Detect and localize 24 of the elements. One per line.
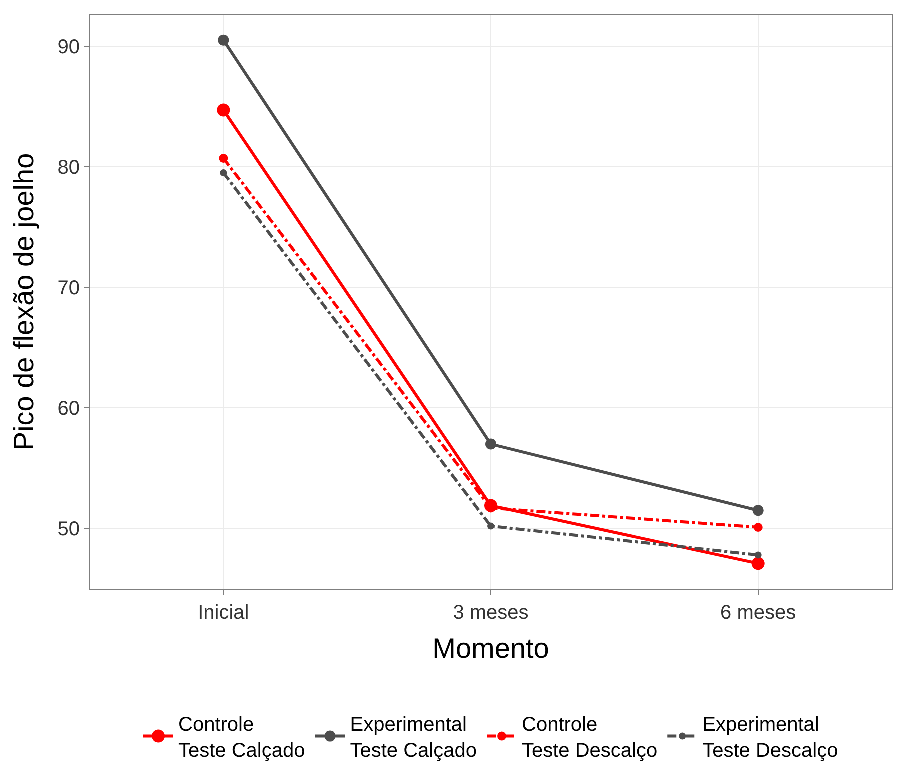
point — [754, 523, 763, 532]
x-tick-label: 3 meses — [453, 602, 529, 624]
point — [752, 557, 765, 570]
legend-label: Experimental Teste Calçado — [350, 714, 477, 762]
y-axis-title: Pico de flexão de joelho — [8, 153, 40, 451]
y-tick-label: 70 — [58, 278, 80, 300]
point — [217, 104, 230, 117]
point — [488, 522, 494, 530]
x-axis-title: Momento — [432, 633, 550, 664]
legend-label: Experimental Teste Descalço — [702, 714, 838, 762]
y-tick-label: 90 — [58, 36, 80, 58]
legend-label: Controle Teste Calçado — [178, 714, 306, 762]
point — [754, 552, 762, 559]
y-tick-label: 80 — [58, 156, 80, 179]
x-tick-label: 6 meses — [720, 602, 796, 624]
x-tick-label: Inicial — [198, 602, 250, 624]
y-tick-label: 50 — [58, 518, 80, 541]
point — [218, 34, 230, 46]
point — [220, 169, 228, 176]
point — [219, 154, 228, 163]
legend-label: Controle Teste Descalço — [522, 714, 658, 762]
y-tick-label: 60 — [58, 398, 80, 420]
point — [486, 438, 496, 450]
point — [752, 505, 764, 516]
